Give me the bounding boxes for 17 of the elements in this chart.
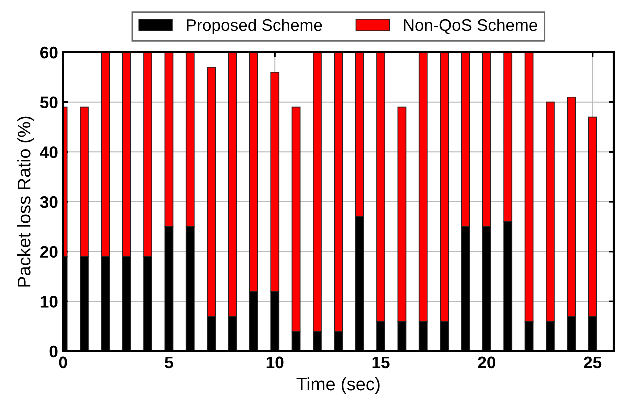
- x-tick-label: 5: [165, 356, 174, 369]
- x-tick-label: 25: [584, 356, 602, 369]
- y-axis-title: Packet loss Ratio (%): [18, 116, 34, 287]
- y-tick-label: 30: [40, 196, 58, 208]
- y-tick-label: 20: [40, 246, 58, 258]
- y-tick-label: 0: [50, 346, 58, 358]
- legend-label: Proposed Scheme: [187, 18, 322, 35]
- x-tick-label: 10: [266, 356, 284, 369]
- y-tick-label: 40: [40, 146, 58, 158]
- x-tick-label: 20: [478, 356, 496, 369]
- x-tick-label: 0: [59, 356, 68, 369]
- x-tick-label: 15: [372, 356, 390, 369]
- y-tick-label: 60: [40, 46, 58, 59]
- y-tick-label: 50: [40, 96, 58, 109]
- legend-label: Non-QoS Scheme: [404, 18, 538, 34]
- x-axis-title: Time (sec): [296, 377, 380, 394]
- y-tick-label: 10: [40, 296, 58, 308]
